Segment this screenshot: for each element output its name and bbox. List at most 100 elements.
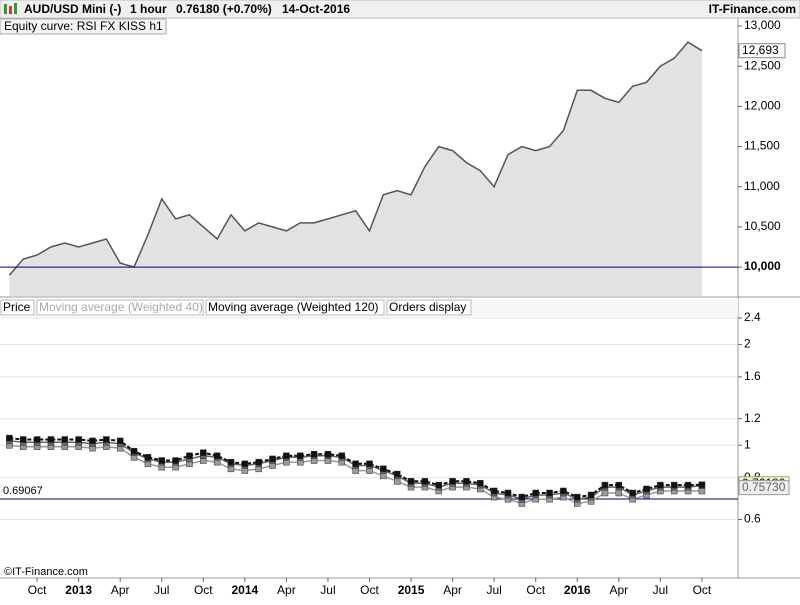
series-marker bbox=[615, 489, 623, 497]
equity-area bbox=[9, 42, 702, 296]
series-marker bbox=[283, 452, 290, 460]
brand[interactable]: IT-Finance.com bbox=[709, 2, 796, 16]
series-marker bbox=[560, 487, 567, 495]
series-marker bbox=[657, 481, 664, 489]
series-marker bbox=[601, 481, 609, 489]
series-marker bbox=[684, 481, 692, 489]
x-tick-label: 2015 bbox=[398, 583, 425, 597]
series-marker bbox=[116, 437, 124, 445]
series-marker bbox=[643, 485, 650, 493]
series-marker bbox=[269, 455, 276, 463]
series-marker bbox=[61, 436, 69, 443]
y-tick-label: 12,000 bbox=[744, 99, 781, 113]
x-tick-label: 2016 bbox=[564, 583, 591, 597]
series-marker bbox=[338, 452, 346, 460]
x-tick-label: Oct bbox=[693, 583, 712, 597]
icon bbox=[4, 4, 7, 14]
legend-item-box bbox=[386, 299, 472, 316]
series-marker bbox=[698, 481, 706, 489]
series-marker bbox=[601, 489, 609, 497]
x-tick-label: Oct bbox=[526, 583, 545, 597]
icon bbox=[9, 6, 12, 14]
series-marker bbox=[449, 478, 456, 485]
series-marker bbox=[255, 458, 262, 466]
series-marker bbox=[546, 489, 553, 497]
x-tick-label: Oct bbox=[194, 583, 213, 597]
x-tick-label: Apr bbox=[277, 583, 296, 597]
series-marker bbox=[75, 436, 82, 443]
series-marker bbox=[393, 478, 401, 485]
x-tick-label: Apr bbox=[111, 583, 130, 597]
series-marker bbox=[421, 478, 429, 485]
y-tick-label: 2 bbox=[744, 337, 751, 351]
series-marker bbox=[518, 493, 526, 501]
series-marker bbox=[477, 479, 484, 487]
x-tick-label: Jul bbox=[486, 583, 501, 597]
y-tick-label: 1.2 bbox=[744, 411, 761, 425]
legend-item[interactable]: Moving average (Weighted 40) bbox=[39, 300, 203, 314]
legend-item[interactable]: Moving average (Weighted 120) bbox=[208, 300, 379, 314]
series-marker bbox=[670, 481, 678, 489]
y-tick-label: 11,500 bbox=[744, 139, 780, 153]
series-marker bbox=[435, 481, 442, 489]
legend-item-box bbox=[36, 299, 204, 316]
timeframe: 1 hour bbox=[130, 2, 167, 16]
series-marker bbox=[186, 452, 193, 460]
series-marker bbox=[20, 436, 27, 443]
symbol: AUD/USD Mini (-) bbox=[24, 2, 121, 16]
y-tick-label: 13,000 bbox=[744, 18, 781, 32]
series-marker bbox=[89, 437, 96, 445]
series-marker bbox=[532, 489, 539, 497]
x-tick-label: Jul bbox=[154, 583, 169, 597]
current-value-label: 12,693 bbox=[742, 43, 779, 57]
date: 14-Oct-2016 bbox=[282, 2, 350, 16]
series-marker bbox=[47, 436, 55, 443]
series-marker bbox=[241, 460, 249, 468]
series-marker bbox=[380, 465, 387, 473]
last-value-box bbox=[738, 480, 790, 496]
series-marker bbox=[310, 450, 318, 458]
series-marker bbox=[33, 436, 41, 443]
y-tick-label: 12,500 bbox=[744, 58, 781, 72]
series-marker bbox=[407, 478, 415, 485]
series-marker bbox=[587, 491, 595, 499]
series-marker bbox=[324, 450, 332, 458]
series-line bbox=[9, 444, 702, 505]
series-marker bbox=[629, 489, 636, 497]
series-marker bbox=[103, 436, 110, 443]
series-marker bbox=[504, 489, 512, 497]
y-tick-label: 1 bbox=[744, 437, 751, 451]
x-tick-label: Apr bbox=[443, 583, 462, 597]
y-tick-label: 2.4 bbox=[744, 310, 761, 324]
series-marker bbox=[574, 493, 581, 501]
series-marker bbox=[463, 478, 470, 485]
y-tick-label: 1.6 bbox=[744, 369, 761, 383]
quote: 0.76180 (+0.70%) bbox=[176, 2, 272, 16]
watermark: ©IT-Finance.com bbox=[4, 566, 88, 578]
series-marker bbox=[130, 447, 138, 455]
legend-item[interactable]: Orders display bbox=[389, 300, 466, 314]
y-tick-label: 10,500 bbox=[744, 219, 781, 233]
legend-item[interactable]: Price bbox=[3, 300, 31, 314]
series-marker bbox=[172, 457, 179, 464]
x-tick-label: Oct bbox=[28, 583, 47, 597]
x-tick-label: 2013 bbox=[65, 583, 92, 597]
series-marker bbox=[144, 454, 152, 461]
series-marker bbox=[352, 460, 359, 468]
series-marker bbox=[297, 452, 304, 460]
current-value-box bbox=[738, 43, 786, 59]
series-marker bbox=[200, 449, 207, 456]
series-marker bbox=[6, 434, 13, 442]
series-marker bbox=[227, 458, 235, 466]
x-tick-label: Jul bbox=[320, 583, 335, 597]
y-tick-label: 10,000 bbox=[744, 259, 781, 273]
x-tick-label: Oct bbox=[360, 583, 379, 597]
x-tick-label: Jul bbox=[653, 583, 668, 597]
series-marker bbox=[213, 452, 221, 460]
series-marker bbox=[490, 487, 498, 495]
panel-title: Equity curve: RSI FX KISS h1 bbox=[4, 19, 163, 33]
header-bar bbox=[0, 0, 800, 19]
series-marker bbox=[393, 470, 401, 478]
series-marker bbox=[615, 481, 623, 489]
